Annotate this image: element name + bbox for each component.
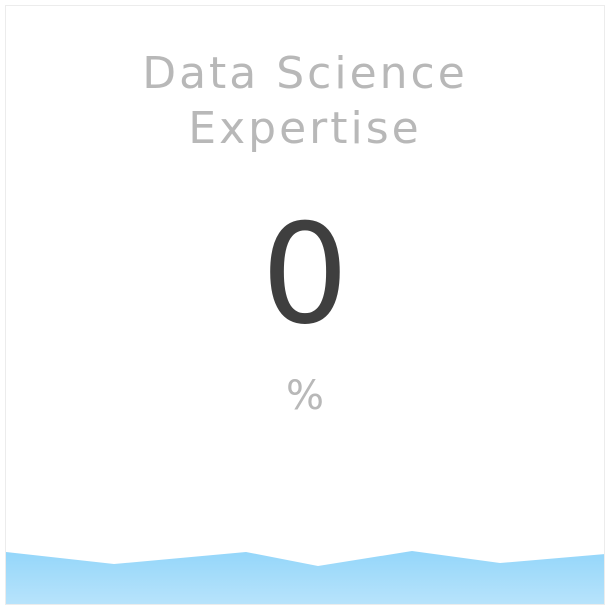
percentage-value: 0 (261, 194, 349, 355)
water-wave-fill (6, 551, 604, 604)
card-title: Data Science Expertise (142, 48, 468, 154)
skill-card: Data Science Expertise 0 % (5, 5, 605, 605)
wave-shape (6, 551, 604, 604)
percent-unit: % (285, 373, 324, 419)
